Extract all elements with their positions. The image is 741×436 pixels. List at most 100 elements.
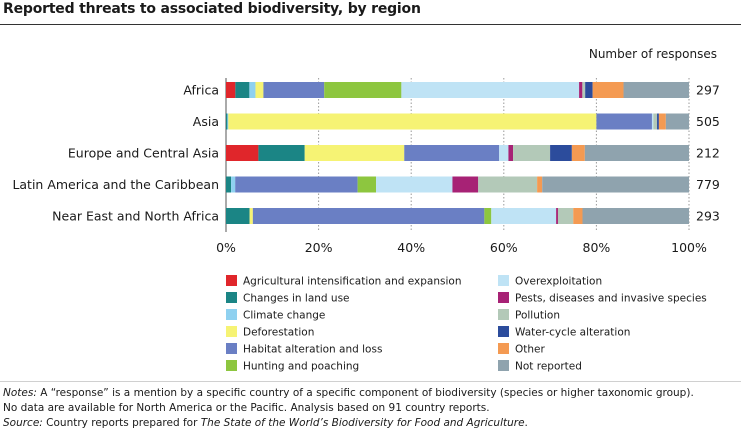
legend-label: Habitat alteration and loss — [243, 344, 382, 356]
x-tick-label: 60% — [490, 240, 518, 255]
category-label: Latin America and the Caribbean — [12, 177, 219, 192]
legend-label: Other — [515, 344, 545, 356]
notes-divider — [0, 381, 741, 382]
legend-swatch — [226, 292, 237, 303]
bar-segment — [226, 208, 250, 224]
legend-label: Overexploitation — [515, 276, 602, 288]
bar-segment — [557, 208, 574, 224]
bar-segment — [582, 208, 689, 224]
x-tick-label: 100% — [671, 240, 707, 255]
bar-segment — [255, 82, 264, 98]
legend-label: Agricultural intensification and expansi… — [243, 276, 461, 288]
legend-swatch — [498, 326, 509, 337]
bar-stacks — [226, 82, 689, 224]
legend-label: Pests, diseases and invasive species — [515, 293, 707, 305]
bar-segment — [542, 176, 689, 193]
bar-segment — [623, 82, 689, 98]
bar-segment — [484, 208, 492, 224]
response-count: 293 — [696, 209, 720, 224]
bar-segment — [592, 82, 624, 98]
bar-segment — [226, 145, 259, 161]
source-text: Country reports prepared for — [42, 417, 201, 429]
bar-segment — [556, 208, 558, 224]
bar-segment — [651, 113, 654, 130]
bar-segment — [228, 113, 597, 130]
response-count: 779 — [696, 177, 720, 192]
legend-label: Water-cycle alteration — [515, 327, 630, 339]
bar-segment — [653, 113, 658, 130]
bar-segment — [585, 82, 593, 98]
bar-segment — [657, 113, 659, 130]
bar-segment — [324, 82, 402, 98]
legend-swatch — [498, 292, 509, 303]
bar-segment — [226, 82, 236, 98]
notes: Notes: A “response” is a mention by a sp… — [3, 386, 694, 431]
bar-segment — [537, 176, 543, 193]
legend-label: Hunting and poaching — [243, 361, 359, 373]
title-divider — [0, 24, 741, 25]
legend-swatch — [226, 326, 237, 337]
legend-swatch — [498, 275, 509, 286]
bar-segment — [376, 176, 453, 193]
bar-segment — [573, 208, 583, 224]
source-lead: Source: — [3, 417, 43, 429]
bar-segment — [550, 145, 572, 161]
bar-segment — [596, 113, 652, 130]
category-label: Africa — [183, 83, 219, 98]
bar-segment — [357, 176, 377, 193]
bar-segment — [513, 145, 551, 161]
response-counts: 297 505 212 779 293 — [696, 83, 720, 224]
x-tick-label: 40% — [397, 240, 425, 255]
bar-segment — [263, 82, 325, 98]
bar-segment — [226, 113, 228, 130]
bar-segment — [231, 176, 236, 193]
legend-swatch — [498, 343, 509, 354]
legend: Agricultural intensification and expansi… — [226, 275, 707, 373]
bar-segment — [258, 145, 305, 161]
legend-swatch — [226, 275, 237, 286]
bar-segment — [304, 145, 405, 161]
bar-segment — [658, 113, 666, 130]
bar-segment — [249, 82, 256, 98]
bar-segment — [235, 82, 250, 98]
bar-segment — [227, 113, 229, 130]
bar-segment — [571, 145, 585, 161]
source-title: The State of the World’s Biodiversity fo… — [200, 417, 525, 429]
legend-label: Deforestation — [243, 327, 314, 339]
bar-segment — [508, 145, 514, 161]
notes-text: A “response” is a mention by a specific … — [36, 387, 694, 399]
bar-segment — [235, 176, 358, 193]
legend-swatch — [226, 309, 237, 320]
bar-segment — [249, 208, 253, 224]
notes-line-1: Notes: A “response” is a mention by a sp… — [3, 386, 694, 401]
x-tick-label: 80% — [583, 240, 611, 255]
stacked-bar-chart: Africa Asia Europe and Central Asia Latin A… — [12, 47, 720, 373]
bar-segment — [665, 113, 689, 130]
x-tick-label: 0% — [216, 240, 236, 255]
bar-segment — [226, 176, 232, 193]
x-tick-labels: 0% 20% 40% 60% 80% 100% — [216, 240, 707, 255]
legend-swatch — [226, 343, 237, 354]
legend-label: Not reported — [515, 361, 582, 373]
category-labels: Africa Asia Europe and Central Asia Latin A… — [12, 83, 219, 224]
legend-label: Climate change — [243, 310, 325, 322]
notes-line-2: No data are available for North America … — [3, 402, 490, 414]
bar-segment — [584, 145, 689, 161]
legend-swatch — [498, 360, 509, 371]
notes-lead: Notes: — [3, 387, 37, 399]
legend-swatch — [498, 309, 509, 320]
bar-segment — [452, 176, 479, 193]
bar-segment — [404, 145, 500, 161]
bar-segment — [252, 208, 485, 224]
legend-label: Pollution — [515, 310, 560, 322]
bar-segment — [579, 82, 583, 98]
bar-segment — [499, 145, 509, 161]
source-line: Source: Country reports prepared for The… — [3, 416, 694, 431]
bar-segment — [582, 82, 586, 98]
bar-segment — [478, 176, 538, 193]
bar-segment — [401, 82, 580, 98]
x-tick-label: 20% — [305, 240, 333, 255]
category-label: Asia — [193, 114, 219, 129]
source-end: . — [524, 417, 528, 429]
responses-header: Number of responses — [589, 47, 717, 61]
